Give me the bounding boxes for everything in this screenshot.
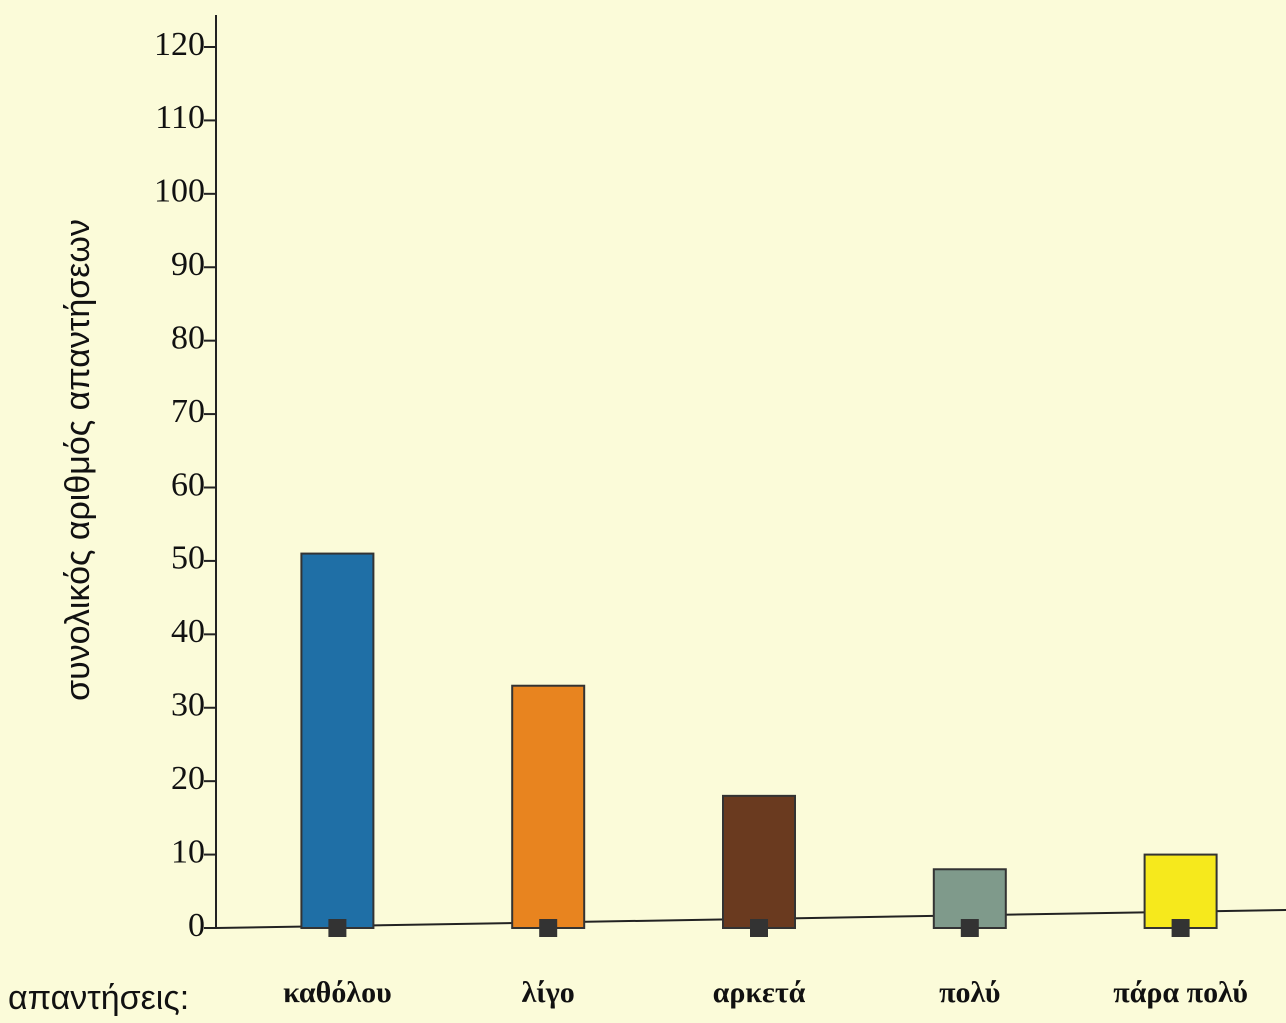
baseline-marker: [960, 919, 979, 937]
bar: [722, 794, 796, 929]
y-tick-label: 10: [171, 833, 205, 870]
y-tick-label: 20: [171, 760, 205, 797]
baseline-marker: [328, 919, 347, 937]
bar: [511, 684, 586, 929]
y-tick-label: 60: [171, 466, 205, 503]
x-tick-label: πολύ: [939, 976, 1000, 1009]
y-tick-label: 80: [171, 319, 205, 356]
x-axis-title: απαντήσεις:: [8, 979, 189, 1017]
y-tick-label: 40: [171, 613, 205, 650]
y-tick-label: 120: [154, 26, 205, 63]
y-tick-label: 0: [188, 907, 205, 944]
bar: [300, 552, 375, 929]
x-tick-label: πάρα πολύ: [1113, 976, 1248, 1009]
baseline-marker: [1171, 919, 1190, 937]
bar: [1143, 853, 1218, 929]
baseline-marker: [750, 919, 768, 937]
y-tick-label: 90: [171, 246, 205, 283]
y-tick-label: 70: [171, 393, 205, 430]
y-tick-label: 30: [171, 687, 205, 724]
y-tick-label: 50: [171, 540, 205, 577]
y-tick-label: 110: [155, 99, 205, 136]
x-tick-label: καθόλου: [283, 976, 392, 1009]
baseline-marker: [539, 919, 558, 937]
y-axis-title: συνολικός αριθμός απαντήσεων: [59, 219, 97, 701]
x-tick-label: λίγο: [522, 976, 575, 1009]
x-tick-label: αρκετά: [713, 976, 806, 1009]
y-tick-label: 100: [154, 173, 205, 210]
bar: [932, 868, 1007, 929]
